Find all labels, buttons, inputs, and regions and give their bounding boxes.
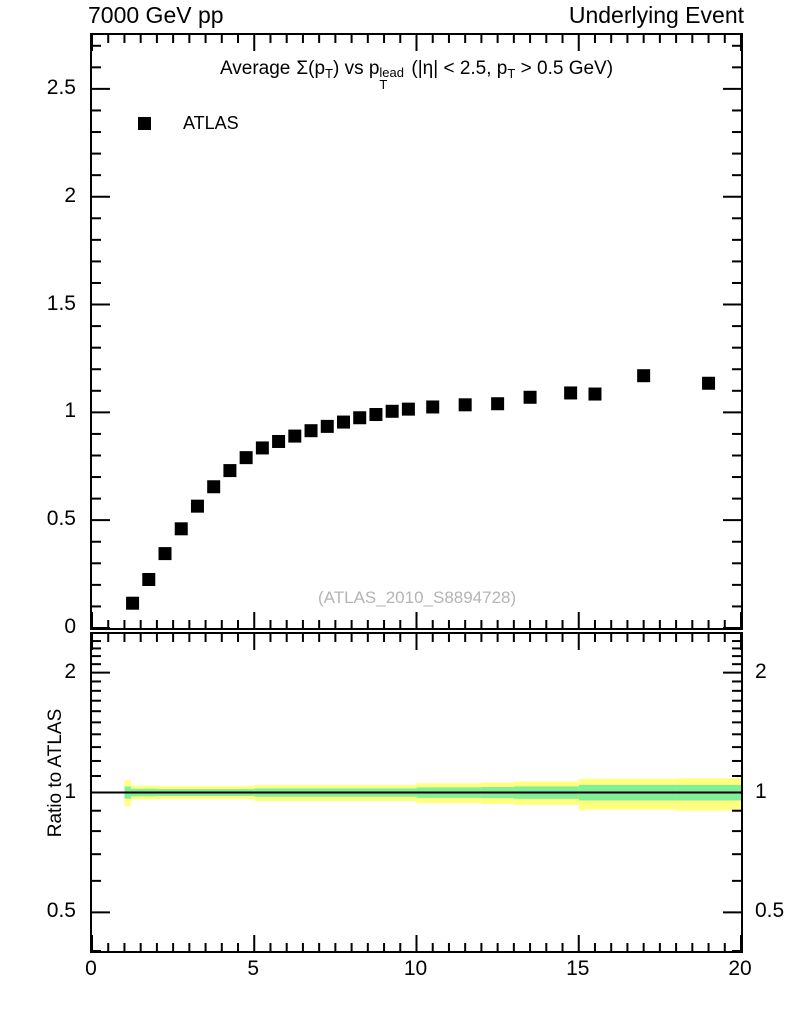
ratio-y-axis-label: Ratio to ATLAS (45, 708, 66, 838)
data-point (272, 434, 286, 448)
data-point (190, 499, 204, 513)
data-point (255, 441, 269, 455)
data-point (142, 572, 156, 586)
legend-label-atlas: ATLAS (183, 113, 239, 133)
data-point (637, 369, 651, 383)
ratio-plot-canvas (92, 634, 741, 951)
main-y-tick-label: 0 (64, 615, 76, 638)
main-y-tick-label: 1.5 (46, 291, 76, 315)
data-point (491, 397, 505, 411)
data-point (523, 390, 537, 404)
data-point (353, 411, 367, 425)
ratio-y-tick-label-right: 2 (755, 659, 767, 683)
data-point (336, 415, 350, 429)
legend-marker-atlas (138, 117, 151, 130)
data-point (174, 522, 188, 536)
main-y-tick-label: 0.5 (46, 507, 76, 531)
data-point (458, 398, 472, 412)
data-point (588, 387, 602, 401)
data-point (369, 408, 383, 422)
data-point (385, 404, 399, 418)
ratio-y-tick-label-right: 1 (755, 779, 767, 803)
main-y-tick-label: 1 (64, 399, 76, 423)
x-tick-label: 10 (403, 957, 428, 980)
data-point (158, 547, 172, 561)
data-point (288, 429, 302, 443)
ratio-y-tick-label: 1 (64, 779, 76, 803)
data-point (126, 596, 140, 610)
data-point (426, 400, 440, 414)
main-plot-canvas (92, 35, 741, 628)
data-point (564, 386, 578, 400)
main-y-tick-label: 2.5 (46, 75, 76, 99)
data-point (702, 376, 716, 390)
data-point (239, 451, 253, 465)
ratio-plot-panel (90, 632, 743, 953)
ratio-y-tick-label: 0.5 (46, 899, 76, 923)
data-point (207, 480, 221, 494)
main-y-tick-label: 2 (64, 183, 76, 207)
analysis-id-watermark: (ATLAS_2010_S8894728) (318, 588, 517, 607)
x-tick-label: 20 (728, 957, 752, 980)
ratio-y-tick-label: 2 (64, 659, 76, 683)
data-point (223, 464, 237, 478)
legend: ATLAS (138, 113, 239, 134)
header-beam-info: 7000 GeV pp (88, 2, 224, 28)
x-tick-label: 15 (566, 957, 590, 980)
data-point (401, 402, 415, 416)
data-point (304, 424, 318, 438)
ratio-y-tick-label-right: 0.5 (755, 899, 785, 923)
main-plot-panel (90, 33, 743, 630)
x-tick-label: 5 (247, 957, 260, 980)
data-point (320, 419, 334, 433)
header-analysis-category: Underlying Event (568, 2, 744, 28)
x-tick-label: 0 (85, 957, 97, 980)
